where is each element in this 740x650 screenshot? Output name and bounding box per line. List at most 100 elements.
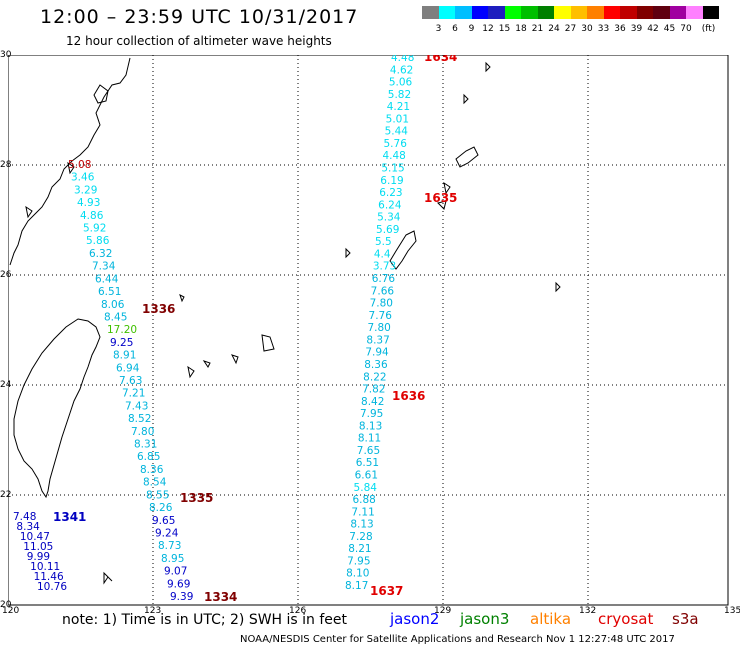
color-swatch <box>422 6 439 19</box>
wave-height-value: 3.29 <box>74 184 97 196</box>
wave-height-value: 11.46 <box>34 571 64 583</box>
wave-height-value: 7.43 <box>125 400 148 412</box>
pass-time-label: 1334 <box>204 590 237 604</box>
wave-height-value: 5.06 <box>389 77 413 89</box>
color-scale-label: (ft) <box>701 24 716 34</box>
wave-height-value: 6.19 <box>380 175 403 187</box>
wave-height-value: 8.26 <box>149 502 173 514</box>
wave-height-value: 8.31 <box>134 439 157 451</box>
wave-height-value: 6.44 <box>95 273 119 285</box>
wave-height-value: 5.92 <box>83 223 106 235</box>
color-swatch <box>488 6 505 19</box>
color-scale-label: 18 <box>515 24 527 34</box>
latitude-label: 20 <box>0 600 12 610</box>
wave-height-value: 8.06 <box>101 299 125 311</box>
wave-height-value: 5.34 <box>377 212 401 224</box>
wave-height-value: 10.76 <box>37 581 67 593</box>
longitude-label: 126 <box>289 606 307 616</box>
color-swatch <box>570 6 587 19</box>
color-swatch <box>554 6 571 19</box>
pass-time-label: 1336 <box>142 302 175 316</box>
wave-height-value: 7.80 <box>370 298 393 310</box>
wave-height-value: 8.52 <box>128 413 151 425</box>
color-scale-label: 42 <box>647 24 659 34</box>
wave-height-value: 8.13 <box>350 519 373 531</box>
wave-height-value: 6.51 <box>98 286 121 298</box>
latitude-label: 24 <box>0 380 12 390</box>
pass-time-label: 1636 <box>392 389 425 403</box>
wave-height-value: 4.21 <box>387 101 410 113</box>
wave-height-value: 8.17 <box>345 580 368 592</box>
wave-height-value: 9.69 <box>167 578 190 590</box>
chart-subtitle: 12 hour collection of altimeter wave hei… <box>66 34 332 48</box>
wave-height-value: 8.95 <box>161 553 184 565</box>
wave-height-value: 5.08 <box>68 159 91 171</box>
wave-height-value: 5.82 <box>388 89 411 101</box>
wave-height-value: 4.62 <box>390 64 413 76</box>
wave-height-value: 7.66 <box>371 285 395 297</box>
wave-height-value: 7.11 <box>351 506 374 518</box>
wave-height-value: 3.73 <box>373 261 396 273</box>
color-swatch <box>471 6 488 19</box>
wave-height-value: 6.76 <box>372 273 396 285</box>
longitude-label: 123 <box>144 606 162 616</box>
wave-height-value: 4.48 <box>382 150 405 162</box>
color-swatch <box>455 6 472 19</box>
wave-height-value: 6.94 <box>116 362 140 374</box>
color-swatch <box>587 6 604 19</box>
latitude-label: 28 <box>0 160 12 170</box>
color-scale-label: 30 <box>581 24 593 34</box>
wave-height-value: 8.55 <box>146 489 169 501</box>
satellite-legend-altika: altika <box>530 610 572 628</box>
wave-height-value: 4.4 <box>374 248 391 260</box>
wave-height-value: 5.5 <box>375 236 392 248</box>
wave-height-value: 8.73 <box>158 540 181 552</box>
wave-height-value: 5.76 <box>384 138 408 150</box>
color-swatch <box>537 6 554 19</box>
color-scale-label: 9 <box>468 24 475 34</box>
wave-height-value: 7.34 <box>92 261 116 273</box>
latitude-label: 22 <box>0 490 12 500</box>
satellite-legend-cryosat: cryosat <box>598 610 654 628</box>
color-scale-label: 39 <box>630 24 643 34</box>
altimeter-tracks: 4.484.625.065.824.215.015.445.764.485.15… <box>13 55 457 604</box>
wave-height-value: 7.95 <box>360 408 383 420</box>
wave-height-value: 8.91 <box>113 350 136 362</box>
wave-height-map: 4.484.625.065.824.215.015.445.764.485.15… <box>8 55 729 606</box>
color-swatch <box>521 6 538 19</box>
longitude-label: 135 <box>724 606 740 616</box>
wave-height-value: 8.37 <box>366 334 389 346</box>
wave-height-value: 7.48 <box>13 511 36 523</box>
color-swatch <box>504 6 521 19</box>
wave-height-value: 5.01 <box>386 113 409 125</box>
wave-height-value: 7.94 <box>365 347 389 359</box>
pass-time-label: 1335 <box>180 491 213 505</box>
wave-height-value: 7.63 <box>119 375 142 387</box>
wave-height-value: 8.34 <box>16 521 40 533</box>
color-swatch <box>636 6 653 19</box>
color-swatch <box>702 6 719 19</box>
wave-height-value: 5.86 <box>86 235 110 247</box>
color-scale-label: 15 <box>498 24 511 34</box>
taiwan-coastline <box>13 318 101 499</box>
color-scale-bar: 3 6 9 12 15 18 21 24 27 30 33 36 39 42 45 70 (ft) <box>422 6 719 34</box>
wave-height-value: 6.24 <box>378 199 402 211</box>
wave-height-value: 4.93 <box>77 197 100 209</box>
wave-height-value: 3.46 <box>71 172 95 184</box>
wave-height-value: 4.48 <box>391 55 414 64</box>
wave-height-value: 8.36 <box>364 359 388 371</box>
color-scale-label: 12 <box>482 24 494 34</box>
wave-height-value: 6.23 <box>379 187 402 199</box>
wave-height-value: 8.10 <box>346 568 369 580</box>
wave-height-value: 7.76 <box>369 310 393 322</box>
wave-height-value: 8.36 <box>140 464 164 476</box>
satellite-legend-s3a: s3a <box>672 610 699 628</box>
color-scale-label: 24 <box>548 24 560 34</box>
wave-height-value: 6.32 <box>89 248 112 260</box>
wave-height-value: 5.44 <box>385 126 409 138</box>
wave-height-value: 8.13 <box>359 420 382 432</box>
pass-time-label: 1634 <box>424 55 457 64</box>
okinawa-coastline <box>389 230 417 270</box>
wave-height-value: 9.25 <box>110 337 133 349</box>
wave-height-value: 5.15 <box>381 163 404 175</box>
